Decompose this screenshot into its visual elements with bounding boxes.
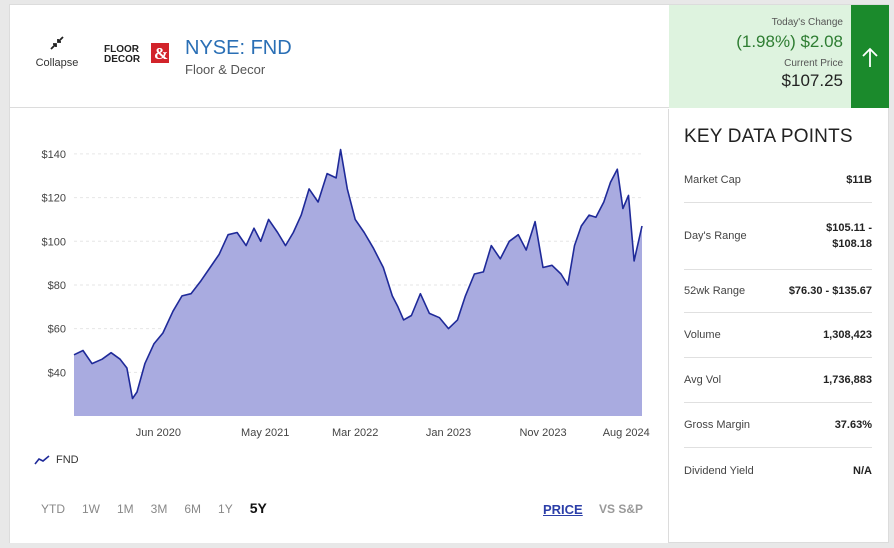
svg-text:FLOOR: FLOOR: [104, 44, 140, 55]
key-data-title: KEY DATA POINTS: [684, 126, 853, 147]
collapse-label: Collapse: [35, 57, 79, 69]
key-data-row: Market Cap $11B: [684, 157, 872, 203]
collapse-button[interactable]: Collapse: [30, 35, 84, 69]
y-tick-label: $40: [48, 367, 66, 379]
key-data-value: 37.63%: [834, 419, 872, 431]
todays-change-value: (1.98%) $2.08: [736, 32, 843, 51]
series-line-fnd: [73, 148, 643, 400]
x-tick-label: Mar 2022: [332, 427, 378, 439]
y-tick-label: $80: [48, 280, 66, 292]
key-data-label: Dividend Yield: [684, 464, 754, 477]
svg-text:DECOR: DECOR: [104, 54, 141, 63]
price-mode-button[interactable]: PRICE: [543, 502, 583, 517]
range-button-ytd[interactable]: YTD: [41, 502, 65, 516]
key-data-label: Volume: [684, 329, 721, 341]
range-button-1m[interactable]: 1M: [117, 502, 134, 516]
key-data-value: N/A: [853, 464, 872, 477]
legend-line-icon: [34, 455, 50, 465]
legend-label: FND: [56, 454, 79, 466]
key-data-label: Gross Margin: [684, 419, 751, 431]
y-tick-label: $100: [42, 236, 66, 248]
key-data-row: Day's Range $105.11 - $108.18: [684, 203, 872, 270]
collapse-icon: [50, 36, 64, 50]
current-price-value: $107.25: [781, 71, 843, 90]
time-range-selector: YTD 1W 1M 3M 6M 1Y 5Y: [41, 500, 284, 516]
key-data-value: $11B: [846, 173, 872, 186]
key-data-value: $105.11 - $108.18: [826, 222, 872, 250]
svg-text:&: &: [154, 44, 168, 63]
floor-decor-logo: FLOOR DECOR &: [104, 43, 169, 63]
y-tick-label: $140: [42, 149, 66, 161]
change-panel: Today's Change (1.98%) $2.08 Current Pri…: [669, 5, 851, 108]
range-button-1y[interactable]: 1Y: [218, 502, 233, 516]
key-data-panel: KEY DATA POINTS Market Cap $11B Day's Rang…: [670, 109, 890, 543]
x-tick-label: Jun 2020: [136, 427, 181, 439]
chart-area: $140 $120 $100 $80 $60 $40 Jun 2020 May 2021 Mar…: [10, 109, 669, 543]
key-data-row: Volume 1,308,423: [684, 313, 872, 358]
y-tick-label: $60: [48, 324, 66, 336]
y-tick-label: $120: [42, 193, 66, 205]
arrow-up-icon: [862, 47, 878, 67]
range-button-6m[interactable]: 6M: [184, 502, 202, 516]
vs-sp-mode-button[interactable]: VS S&P: [599, 502, 644, 516]
key-data-label: Market Cap: [684, 173, 741, 186]
x-tick-label: Aug 2024: [603, 427, 650, 439]
key-data-row: Dividend Yield N/A: [684, 448, 872, 493]
stock-header: Collapse FLOOR DECOR & NYSE: FND Floor &…: [10, 5, 669, 108]
key-data-value: 1,308,423: [823, 329, 872, 341]
price-chart: $140 $120 $100 $80 $60 $40 Jun 2020 May 2021 Mar…: [42, 148, 650, 439]
range-button-3m[interactable]: 3M: [150, 502, 168, 516]
chart-legend: FND: [34, 454, 79, 466]
key-data-label: Day's Range: [684, 230, 747, 242]
current-price-label: Current Price: [784, 58, 843, 69]
key-data-value: 1,736,883: [823, 374, 872, 386]
x-tick-label: Jan 2023: [426, 427, 471, 439]
key-data-value: $76.30 - $135.67: [788, 285, 872, 297]
price-up-indicator: [851, 5, 889, 108]
series-area-fnd: [74, 149, 642, 416]
key-data-row: Avg Vol 1,736,883: [684, 358, 872, 403]
stock-card: Collapse FLOOR DECOR & NYSE: FND Floor &…: [9, 4, 889, 543]
x-tick-label: May 2021: [241, 427, 289, 439]
todays-change-label: Today's Change: [771, 17, 843, 28]
key-data-row: Gross Margin 37.63%: [684, 403, 872, 448]
x-tick-label: Nov 2023: [519, 427, 566, 439]
ticker-link[interactable]: NYSE: FND: [185, 37, 292, 59]
range-button-1w[interactable]: 1W: [82, 502, 100, 516]
key-data-label: Avg Vol: [684, 374, 722, 386]
key-data-label: 52wk Range: [684, 285, 746, 297]
company-name: Floor & Decor: [185, 62, 266, 77]
key-data-row: 52wk Range $76.30 - $135.67: [684, 270, 872, 313]
range-button-5y[interactable]: 5Y: [249, 500, 267, 516]
